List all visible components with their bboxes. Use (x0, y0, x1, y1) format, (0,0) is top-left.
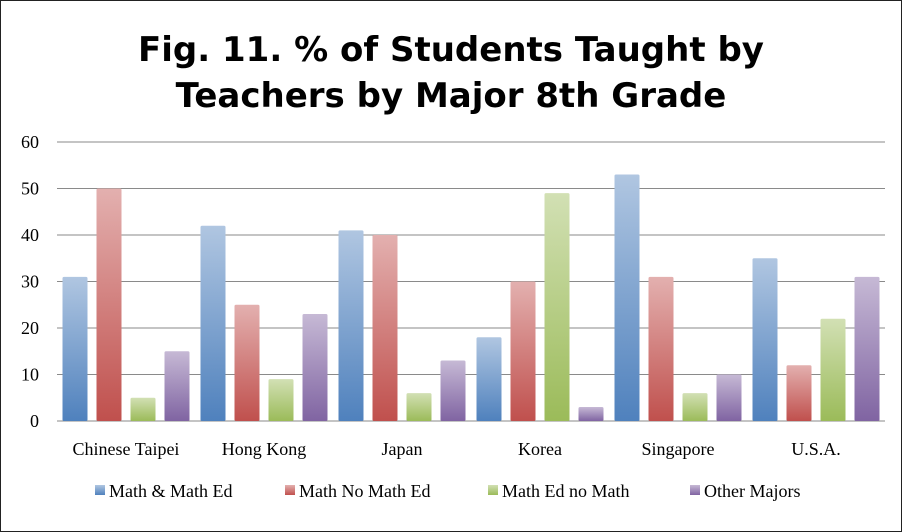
bar (786, 365, 812, 421)
bar (62, 276, 88, 421)
y-tick-label: 40 (21, 225, 39, 245)
gridlines (57, 141, 885, 422)
bar (164, 351, 190, 421)
y-tick-label: 10 (21, 365, 39, 385)
x-category-label: Singapore (642, 439, 715, 459)
bar (200, 225, 226, 421)
y-tick-label: 60 (21, 132, 39, 152)
bars (62, 174, 880, 421)
axis-labels: 0 10 20 30 40 50 60 Chinese Taipei Hong Kong Japa… (21, 132, 841, 459)
bar (578, 407, 604, 421)
bar (716, 374, 742, 421)
bar (406, 393, 432, 421)
bar (268, 379, 294, 421)
x-category-label: Korea (518, 439, 562, 459)
x-category-label: Hong Kong (222, 439, 307, 459)
bar (648, 276, 674, 421)
bar (510, 281, 536, 421)
legend: Math & Math Ed Math No Math Ed Math Ed no … (95, 481, 800, 501)
legend-swatch (95, 485, 105, 495)
legend-swatch (285, 485, 295, 495)
bar (854, 276, 880, 421)
chart-title-line-1: Fig. 11. % of Students Taught by (138, 30, 764, 70)
legend-label: Math No Math Ed (299, 481, 430, 501)
x-category-label: Japan (382, 439, 423, 459)
bar (820, 318, 846, 421)
legend-label: Math Ed no Math (502, 481, 630, 501)
y-tick-label: 0 (30, 411, 39, 431)
bar (544, 193, 570, 421)
bar (372, 235, 398, 421)
bar (440, 360, 466, 421)
bar (302, 314, 328, 421)
bar (476, 337, 502, 421)
bar (682, 393, 708, 421)
y-tick-label: 50 (21, 179, 39, 199)
chart-title-line-2: Teachers by Major 8th Grade (175, 76, 727, 116)
bar (130, 397, 156, 421)
bar (96, 188, 122, 421)
x-category-label: U.S.A. (791, 439, 841, 459)
y-tick-label: 20 (21, 318, 39, 338)
bar (614, 174, 640, 421)
legend-swatch (488, 485, 498, 495)
bar (338, 230, 364, 421)
legend-label: Math & Math Ed (109, 481, 233, 501)
bar (752, 258, 778, 421)
bar (234, 304, 260, 421)
chart-title: Fig. 11. % of Students Taught by Teacher… (1, 27, 901, 119)
y-tick-label: 30 (21, 272, 39, 292)
legend-label: Other Majors (704, 481, 800, 501)
legend-swatch (690, 485, 700, 495)
x-category-label: Chinese Taipei (73, 439, 180, 459)
